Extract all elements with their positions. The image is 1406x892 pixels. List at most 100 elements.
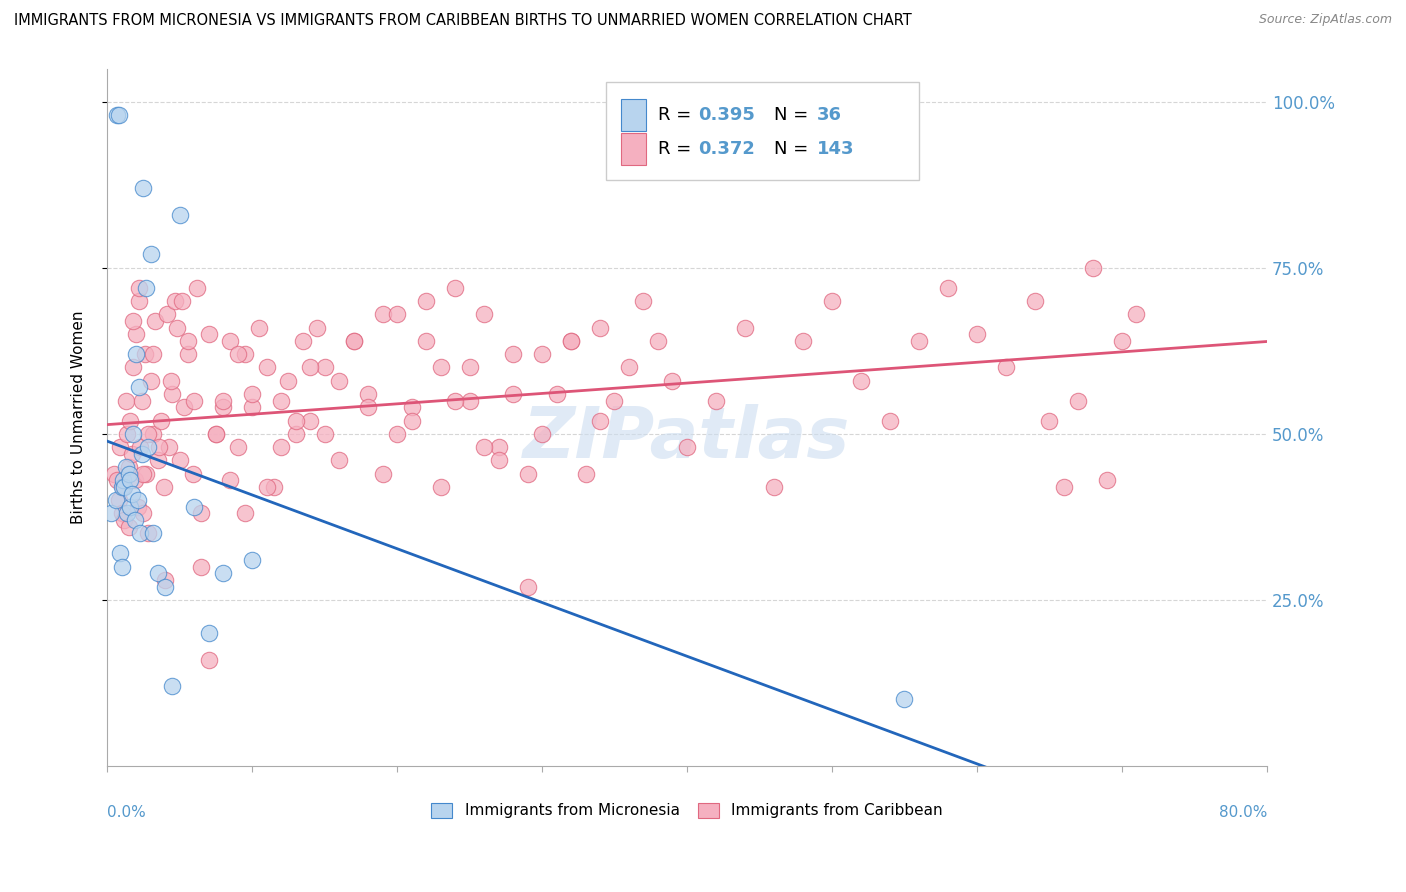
Point (135, 467, 157, 481)
Point (357, 387, 380, 401)
Point (240, 401, 263, 415)
Point (284, 426, 307, 441)
Point (117, 507, 139, 521)
Point (401, 401, 423, 415)
Point (131, 393, 153, 408)
Point (1024, 293, 1046, 308)
Y-axis label: Births to Unmarried Women: Births to Unmarried Women (72, 310, 86, 524)
Point (103, 467, 125, 481)
Point (115, 393, 138, 408)
Point (125, 327, 148, 342)
Point (233, 507, 256, 521)
Point (328, 453, 350, 467)
Point (173, 401, 195, 415)
Point (444, 393, 467, 408)
Point (256, 360, 278, 375)
Point (415, 334, 437, 348)
Point (152, 480, 174, 494)
Point (142, 347, 165, 361)
Point (105, 108, 128, 122)
Point (105, 473, 128, 487)
Point (893, 692, 915, 706)
Point (908, 334, 931, 348)
Point (122, 426, 145, 441)
Point (132, 181, 155, 195)
Point (429, 360, 451, 375)
Point (1053, 480, 1076, 494)
FancyBboxPatch shape (621, 134, 647, 165)
Point (128, 281, 150, 295)
Point (342, 334, 364, 348)
Point (146, 453, 169, 467)
Point (219, 334, 242, 348)
Point (307, 320, 329, 334)
Text: R =: R = (658, 140, 692, 159)
Point (132, 467, 155, 481)
Point (136, 526, 159, 541)
Point (157, 440, 180, 454)
Point (277, 374, 299, 388)
Point (256, 480, 278, 494)
Point (530, 347, 553, 361)
Point (574, 467, 596, 481)
Point (371, 307, 394, 321)
Point (401, 413, 423, 427)
Point (1111, 334, 1133, 348)
Point (118, 460, 141, 475)
Point (994, 360, 1017, 375)
Point (104, 493, 127, 508)
Point (172, 293, 194, 308)
Point (117, 426, 139, 441)
Point (149, 413, 172, 427)
Point (115, 460, 138, 475)
Point (488, 453, 510, 467)
Point (212, 401, 235, 415)
Point (357, 401, 380, 415)
Point (127, 500, 149, 514)
Point (155, 307, 177, 321)
Point (488, 440, 510, 454)
Point (162, 679, 184, 693)
Point (589, 413, 612, 427)
Point (100, 507, 122, 521)
Point (1038, 413, 1060, 427)
Point (936, 281, 959, 295)
Point (197, 626, 219, 640)
Point (120, 500, 142, 514)
Point (142, 426, 165, 441)
Point (110, 559, 132, 574)
Point (603, 393, 626, 408)
Point (162, 387, 184, 401)
Point (415, 293, 437, 308)
Point (127, 493, 149, 508)
Point (131, 447, 153, 461)
Point (1067, 393, 1090, 408)
Point (1081, 260, 1104, 275)
Point (546, 387, 568, 401)
Point (134, 347, 156, 361)
Point (110, 507, 132, 521)
Text: 80.0%: 80.0% (1219, 805, 1267, 820)
Point (107, 493, 129, 508)
Point (190, 559, 212, 574)
Point (560, 334, 582, 348)
Point (118, 520, 141, 534)
Point (617, 360, 640, 375)
Point (661, 374, 683, 388)
Point (114, 480, 136, 494)
Point (177, 334, 200, 348)
Point (129, 440, 152, 454)
Point (458, 360, 481, 375)
Text: IMMIGRANTS FROM MICRONESIA VS IMMIGRANTS FROM CARIBBEAN BIRTHS TO UNMARRIED WOME: IMMIGRANTS FROM MICRONESIA VS IMMIGRANTS… (14, 13, 912, 29)
Point (186, 281, 208, 295)
Point (129, 526, 152, 541)
Point (120, 413, 142, 427)
Text: N =: N = (773, 105, 808, 124)
Point (704, 393, 727, 408)
Point (121, 447, 143, 461)
Point (633, 293, 655, 308)
Point (530, 426, 553, 441)
Point (212, 393, 235, 408)
Point (153, 580, 176, 594)
Point (342, 334, 364, 348)
